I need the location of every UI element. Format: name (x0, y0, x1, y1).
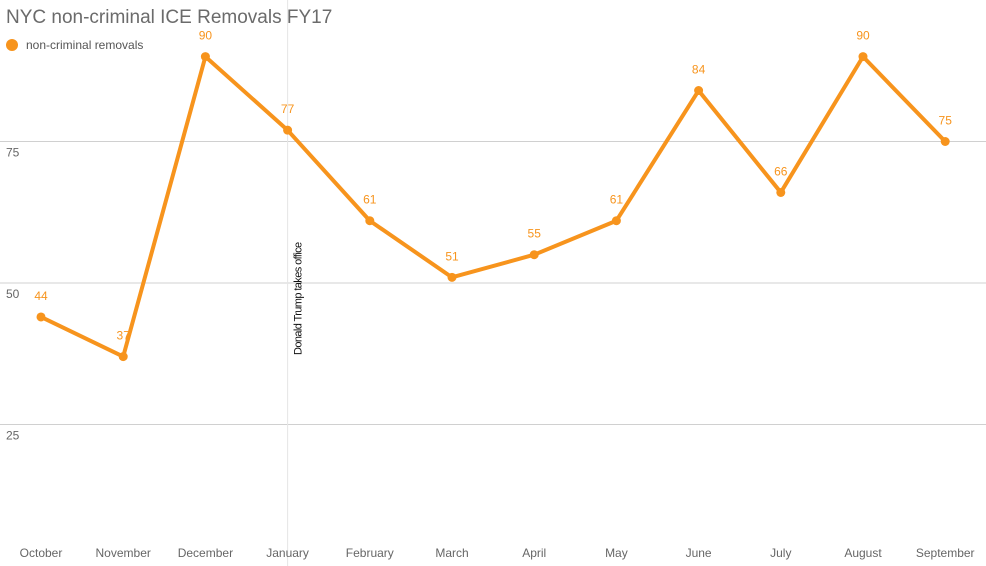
x-tick-label: November (96, 546, 151, 560)
x-axis-ticks: October November December January February Ma… (20, 546, 975, 560)
x-tick-label: July (770, 546, 791, 560)
x-tick-label: February (346, 546, 394, 560)
x-tick-label: June (686, 546, 712, 560)
x-tick-label: October (20, 546, 63, 560)
series-line (39, 54, 948, 359)
data-point (36, 312, 46, 322)
data-points (36, 52, 950, 362)
annotation-label: Donald Trump takes office (293, 242, 305, 355)
y-tick-label: 50 (6, 287, 20, 301)
data-label: 55 (528, 227, 542, 241)
data-point (447, 272, 457, 282)
y-tick-label: 75 (6, 146, 20, 160)
data-label: 61 (610, 193, 624, 207)
data-point (118, 352, 128, 362)
data-label: 61 (363, 193, 377, 207)
x-tick-label: September (916, 546, 975, 560)
data-point (940, 137, 950, 146)
data-label: 84 (692, 63, 706, 77)
data-label: 37 (117, 329, 131, 343)
x-tick-label: April (522, 546, 546, 560)
data-label: 90 (199, 29, 213, 43)
y-axis-ticks: 25 50 75 (6, 146, 20, 443)
x-tick-label: May (605, 546, 628, 560)
data-point (283, 125, 293, 135)
data-point (611, 216, 621, 226)
data-point (694, 86, 704, 96)
legend-marker (6, 39, 18, 51)
data-label: 44 (34, 289, 48, 303)
data-point (529, 250, 539, 260)
data-label: 66 (774, 164, 788, 178)
data-point (365, 216, 375, 226)
gridlines (0, 141, 986, 425)
x-tick-label: January (266, 546, 309, 560)
x-tick-label: March (435, 546, 468, 560)
annotation-group: Donald Trump takes office (287, 0, 305, 566)
data-labels: 44 37 90 77 61 51 55 61 84 66 90 75 (34, 29, 952, 343)
legend-label: non-criminal removals (26, 38, 143, 52)
y-tick-label: 25 (6, 429, 20, 443)
chart-title: NYC non-criminal ICE Removals FY17 (6, 7, 332, 28)
data-label: 51 (445, 249, 459, 263)
data-point (776, 187, 786, 197)
data-point (858, 52, 868, 62)
data-point (200, 52, 210, 62)
data-label: 90 (856, 29, 870, 43)
legend: non-criminal removals (6, 38, 143, 52)
data-label: 77 (281, 102, 295, 116)
x-tick-label: December (178, 546, 233, 560)
x-tick-label: August (844, 546, 882, 560)
data-label: 75 (939, 114, 953, 128)
